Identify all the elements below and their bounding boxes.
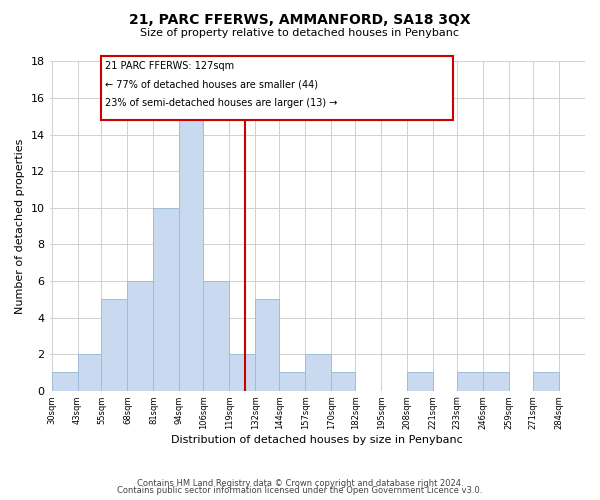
Text: Size of property relative to detached houses in Penybanc: Size of property relative to detached ho… [140,28,460,38]
Text: ← 77% of detached houses are smaller (44): ← 77% of detached houses are smaller (44… [106,80,319,90]
X-axis label: Distribution of detached houses by size in Penybanc: Distribution of detached houses by size … [172,435,463,445]
Bar [457,372,483,390]
Bar [229,354,256,391]
Text: 21, PARC FFERWS, AMMANFORD, SA18 3QX: 21, PARC FFERWS, AMMANFORD, SA18 3QX [129,12,471,26]
Y-axis label: Number of detached properties: Number of detached properties [15,138,25,314]
FancyBboxPatch shape [101,56,453,120]
Bar [127,281,154,390]
Bar [533,372,559,390]
Bar [203,281,229,390]
Bar [101,299,127,390]
Bar [305,354,331,391]
Bar [483,372,509,390]
Bar [256,299,280,390]
Bar [179,116,203,390]
Text: 23% of semi-detached houses are larger (13) →: 23% of semi-detached houses are larger (… [106,98,338,108]
Text: Contains public sector information licensed under the Open Government Licence v3: Contains public sector information licen… [118,486,482,495]
Bar [77,354,101,391]
Text: 21 PARC FFERWS: 127sqm: 21 PARC FFERWS: 127sqm [106,62,235,72]
Bar [407,372,433,390]
Bar [280,372,305,390]
Bar [52,372,77,390]
Bar [154,208,179,390]
Text: Contains HM Land Registry data © Crown copyright and database right 2024.: Contains HM Land Registry data © Crown c… [137,478,463,488]
Bar [331,372,355,390]
